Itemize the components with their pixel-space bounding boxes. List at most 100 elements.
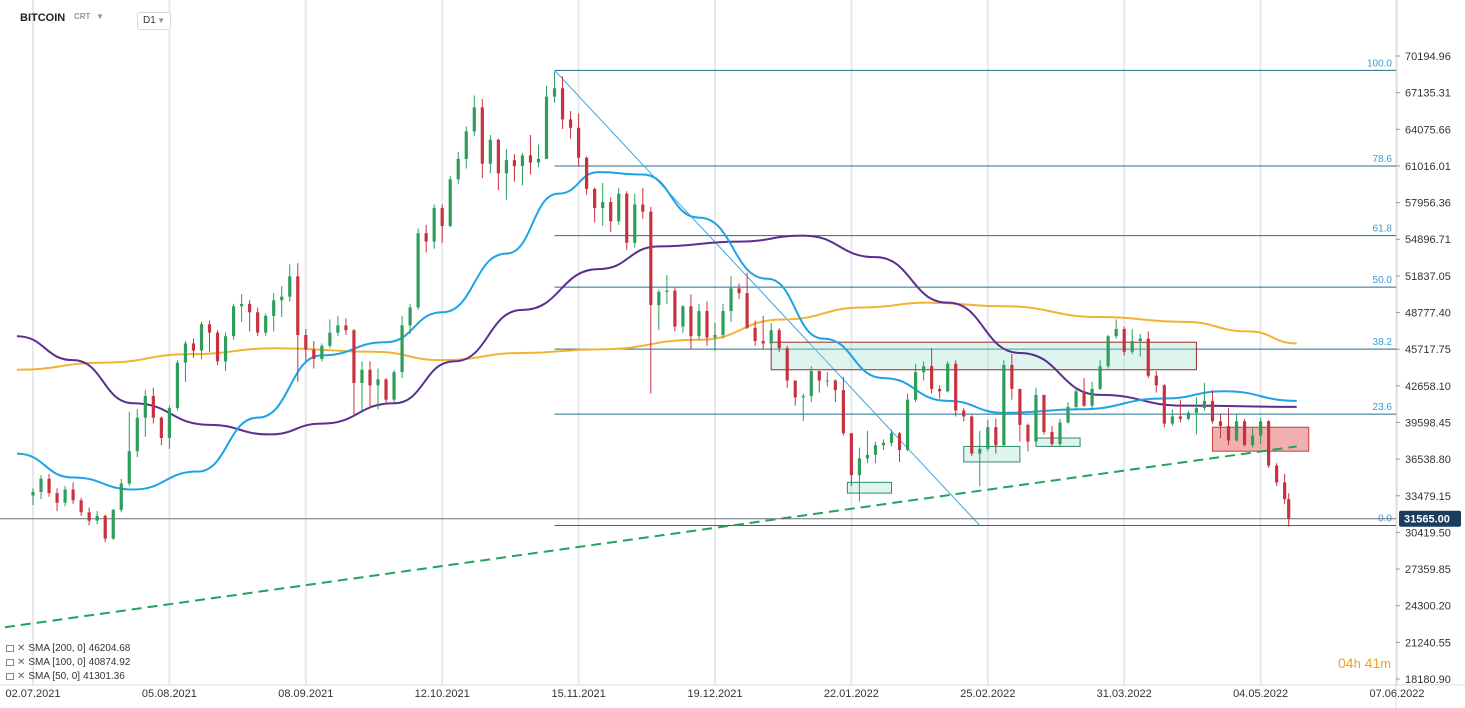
candle-body	[231, 306, 236, 337]
candle-body	[970, 416, 974, 454]
x-axis: 02.07.2021 05.08.2021 08.09.2021 12.10.2021…	[5, 688, 1424, 700]
indicator-icon[interactable]	[6, 645, 14, 652]
y-tick-label: 39598.45	[1405, 417, 1451, 429]
candle-body	[175, 362, 180, 409]
candle-body	[625, 193, 629, 243]
fib-level-label: 38.2	[1373, 337, 1393, 348]
candle-body	[240, 303, 244, 307]
y-tick-label: 51837.05	[1405, 271, 1451, 283]
candle-body	[296, 276, 300, 336]
candle-body	[288, 276, 292, 297]
candle-body	[1066, 406, 1070, 423]
candle-body	[649, 211, 653, 306]
candle-body	[1010, 364, 1014, 389]
candle-body	[87, 512, 91, 521]
price-badge-bg	[1399, 510, 1461, 527]
indicator-icon[interactable]	[6, 659, 14, 666]
x-tick-label: 15.11.2021	[551, 688, 605, 700]
candle-body	[264, 315, 268, 333]
candle-body	[753, 327, 757, 342]
indicator-icon[interactable]	[6, 673, 14, 680]
fib-level-label: 23.6	[1373, 402, 1393, 413]
y-tick-label: 33479.15	[1405, 491, 1451, 503]
y-tick-label: 27359.85	[1405, 564, 1451, 576]
candle-body	[440, 208, 444, 227]
close-icon[interactable]: ✕	[17, 657, 26, 668]
candle-body	[881, 442, 886, 446]
candle-body	[496, 139, 500, 174]
candle-body	[520, 155, 525, 167]
candle-body	[1162, 385, 1166, 424]
candle-body	[994, 427, 998, 446]
candle-body	[448, 179, 452, 227]
candle-body	[849, 433, 853, 476]
source-label[interactable]: CRT	[74, 12, 91, 21]
chevron-down-icon[interactable]: ▼	[96, 12, 104, 21]
x-tick-label: 22.01.2022	[824, 688, 879, 700]
candle-body	[1259, 421, 1263, 436]
candle-body	[1170, 416, 1174, 424]
candle-body	[127, 451, 131, 484]
candle-body	[552, 88, 557, 97]
candle-body	[280, 296, 284, 301]
y-tick-label: 61016.01	[1405, 161, 1451, 173]
candle-body	[1234, 421, 1239, 441]
y-tick-label: 64075.66	[1405, 124, 1451, 136]
close-icon[interactable]: ✕	[17, 643, 26, 654]
candle-body	[1267, 421, 1271, 466]
candle-body	[103, 515, 107, 539]
candle-body	[368, 369, 372, 386]
candle-body	[1283, 482, 1287, 500]
y-tick-label: 42658.10	[1405, 381, 1451, 393]
candle-body	[1226, 426, 1231, 441]
candle-body	[328, 332, 332, 346]
y-axis: 70194.96 67135.31 64075.66 61016.01 57956.36…	[1396, 51, 1451, 686]
candle-body	[31, 491, 35, 496]
candle-body	[119, 483, 123, 510]
candle-body	[593, 188, 597, 209]
chevron-down-icon: ▼	[157, 16, 165, 25]
candle-body	[39, 478, 43, 492]
x-tick-label: 19.12.2021	[687, 688, 742, 700]
candle-body	[248, 303, 252, 313]
candle-body	[504, 160, 508, 174]
candle-body	[528, 155, 533, 163]
y-tick-label: 18180.90	[1405, 674, 1451, 686]
candle-body	[930, 366, 934, 389]
timeframe-select[interactable]: D1 ▼	[137, 12, 171, 30]
candle-body	[1146, 338, 1150, 376]
candle-body	[617, 193, 621, 222]
symbol-label[interactable]: BITCOIN	[20, 12, 66, 24]
candle-body	[400, 325, 404, 373]
fib-level-label: 50.0	[1373, 275, 1393, 286]
y-tick-label: 48777.40	[1405, 308, 1451, 320]
candle-body	[729, 288, 733, 312]
candle-body	[151, 396, 155, 418]
sma50-line	[16, 171, 1297, 491]
y-tick-label: 30419.50	[1405, 527, 1451, 539]
candle-body	[825, 380, 829, 382]
candle-body	[1098, 366, 1102, 389]
candle-body	[873, 445, 878, 455]
candle-body	[456, 158, 460, 180]
candle-body	[841, 390, 845, 434]
candle-body	[769, 330, 773, 344]
candle-body	[1122, 329, 1126, 352]
legend-sma50: ✕ SMA [50, 0] 41301.36	[6, 671, 125, 682]
candle-body	[962, 410, 966, 417]
candle-body	[978, 448, 982, 454]
candle-body	[408, 307, 412, 326]
candle-body	[215, 332, 220, 362]
candle-body	[360, 369, 364, 383]
close-icon[interactable]: ✕	[17, 671, 26, 682]
candle-body	[183, 343, 188, 363]
candle-body	[609, 202, 613, 222]
candle-body	[256, 312, 260, 333]
candle-body	[817, 370, 821, 381]
candle-body	[1186, 412, 1190, 419]
candle-body	[1130, 341, 1134, 352]
candle-body	[897, 433, 902, 451]
candle-body	[223, 336, 228, 362]
